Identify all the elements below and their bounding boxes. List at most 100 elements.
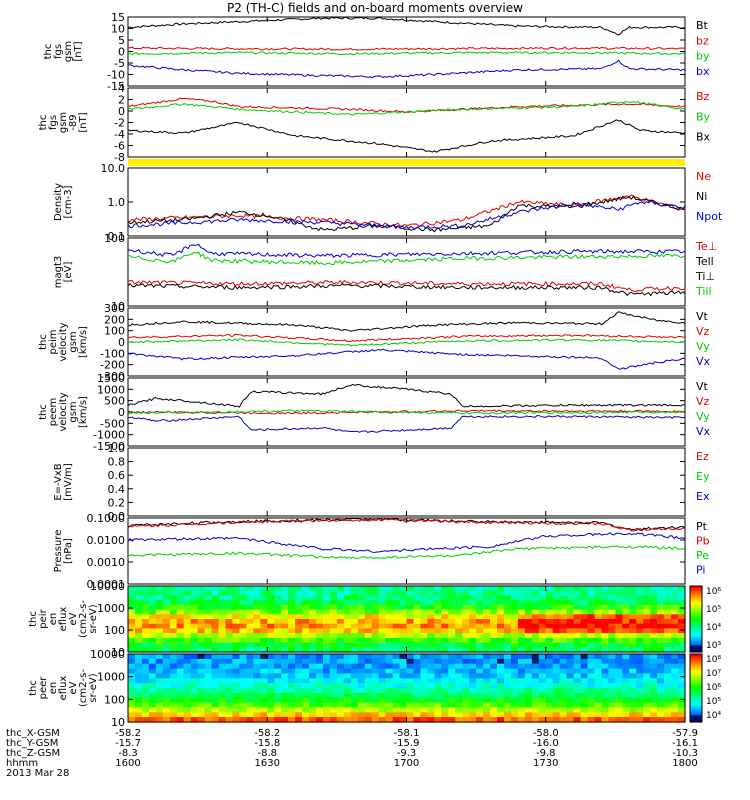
spectrogram-cell [531,628,540,634]
spectrogram-cell [316,637,324,644]
spectrogram-cell [524,717,533,723]
spectrogram-cell [309,683,317,689]
spectrogram-cell [643,692,651,699]
spectrogram-cell [211,600,220,606]
spectrogram-cell [378,668,387,675]
series-line-Vy [127,338,686,347]
spectrogram-cell [260,586,268,592]
spectrogram-cell [399,614,408,620]
spectrogram-cell [357,586,366,592]
spectrogram-cell [128,647,136,653]
spectrogram-cell [253,717,261,723]
spectrogram-cell [162,642,171,648]
spectrogram-cell [650,647,658,653]
spectrogram-cell [497,642,505,648]
spectrogram-cell [225,697,234,704]
spectrogram-cell [580,663,589,670]
spectrogram-cell [148,697,157,704]
spectrogram-cell [601,702,610,709]
spectrogram-cell [204,604,213,611]
spectrogram-cell [211,604,220,611]
spectrogram-cell [441,658,449,665]
spectrogram-cell [657,595,665,601]
spectrogram-cell [524,647,533,653]
spectrogram-cell [176,717,185,723]
spectrogram-cell [615,614,623,620]
spectrogram-cell [162,707,171,713]
ephemeris-row-label: thc_Z-GSM [6,748,60,759]
spectrogram-cell [246,628,254,634]
spectrogram-cell [608,619,616,625]
spectrogram-cell [531,595,540,601]
colorbar-cell [690,658,702,662]
legend-entry: Vx [696,355,711,368]
spectrogram-cell [128,642,136,648]
spectrogram-cell [211,590,220,596]
spectrogram-cell [246,707,254,713]
spectrogram-cell [128,692,136,699]
spectrogram-cell [671,600,679,606]
spectrogram-cell [441,654,449,660]
spectrogram-cell [580,633,589,639]
spectrogram-cell [490,647,498,653]
spectrogram-cell [636,697,644,704]
spectrogram-cell [650,688,658,694]
spectrogram-cell [267,609,275,615]
spectrogram-cell [587,668,596,675]
spectrogram-cell [336,673,345,679]
spectrogram-cell [148,586,157,592]
spectrogram-cell [643,614,651,620]
spectrogram-cell [510,614,519,620]
spectrogram-cell [524,702,533,709]
spectrogram-cell [350,609,359,615]
spectrogram-cell [323,633,331,639]
spectrogram-cell [490,628,498,634]
spectrogram-cell [629,614,637,620]
spectrogram-cell [350,623,359,629]
spectrogram-cell [385,595,394,601]
spectrogram-cell [517,712,526,718]
spectrogram-cell [183,717,192,723]
spectrogram-cell [490,658,498,665]
spectrogram-cell [483,697,491,704]
spectrogram-cell [413,683,422,689]
spectrogram-cell [190,663,199,670]
spectrogram-cell [364,628,373,634]
y-tick-label: 0 [118,336,125,349]
spectrogram-cell [343,595,352,601]
spectrogram-cell [483,623,491,629]
spectrogram-cell [664,668,672,675]
spectrogram-cell [490,604,498,611]
spectrogram-cell [302,697,310,704]
spectrogram-cell [155,609,164,615]
spectrogram-cell [253,633,261,639]
colorbar-cell [690,649,702,653]
spectrogram-cell [239,658,247,665]
spectrogram-cell [183,688,192,694]
spectrogram-cell [615,673,623,679]
spectrogram-cell [643,658,651,665]
spectrogram-cell [128,688,136,694]
spectrogram-cell [657,658,665,665]
spectrogram-cell [615,619,623,625]
spectrogram-cell [573,600,582,606]
spectrogram-cell [350,678,359,684]
spectrogram-cell [197,663,206,670]
spectrogram-cell [162,623,171,629]
ephemeris-value: -15.7 [115,738,141,749]
spectrogram-cell [497,609,505,615]
spectrogram-cell [128,619,136,625]
spectrogram-cell [211,688,220,694]
spectrogram-cell [371,609,380,615]
spectrogram-cell [671,668,679,675]
spectrogram-cell [309,678,317,684]
spectrogram-cell [197,628,206,634]
spectrogram-cell [469,683,477,689]
spectrogram-cell [462,637,470,644]
spectrogram-cell [636,619,644,625]
spectrogram-cell [378,595,387,601]
spectrogram-cell [218,614,227,620]
spectrogram-cell [559,642,568,648]
y-tick-label: -15 [107,80,125,93]
spectrogram-cell [204,692,213,699]
